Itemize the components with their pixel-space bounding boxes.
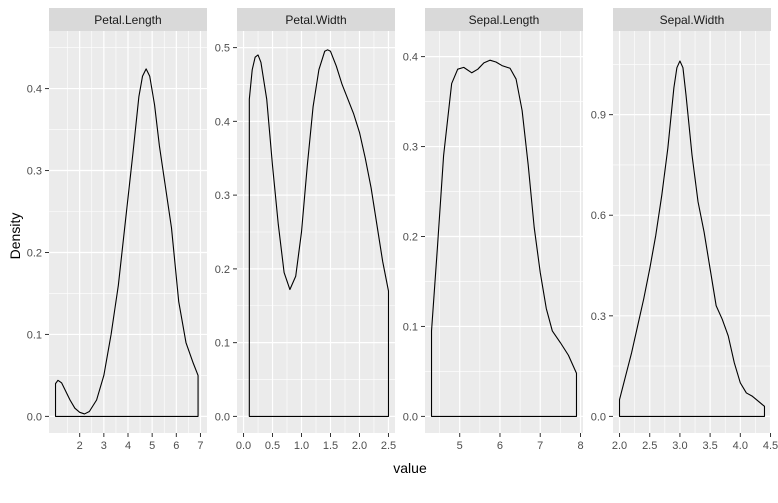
y-tick-label: 0.4 <box>27 84 42 96</box>
facet-strip-label: Petal.Width <box>285 13 346 27</box>
y-tick-label: 0.3 <box>403 142 418 154</box>
x-tick-label: 2.5 <box>642 440 657 452</box>
x-tick-label: 8 <box>577 440 583 452</box>
facet-strip-label: Sepal.Length <box>469 13 540 27</box>
panel-background <box>613 31 771 433</box>
x-tick-label: 3.5 <box>702 440 717 452</box>
y-tick-label: 0.2 <box>403 231 418 243</box>
x-tick-label: 4.5 <box>763 440 778 452</box>
facet-strip <box>425 8 583 31</box>
y-tick-label: 0.0 <box>27 411 42 423</box>
y-tick-label: 0.3 <box>215 190 230 202</box>
x-tick-label: 1.0 <box>294 440 309 452</box>
y-tick-label: 0.1 <box>215 338 230 350</box>
y-tick-label: 0.4 <box>215 116 230 128</box>
x-tick-label: 2.0 <box>612 440 627 452</box>
x-tick-label: 5 <box>457 440 463 452</box>
panel-background <box>425 31 583 433</box>
x-tick-label: 4.0 <box>733 440 748 452</box>
y-tick-label: 0.1 <box>27 329 42 341</box>
facet-strip <box>613 8 771 31</box>
x-axis-label: value <box>393 460 427 476</box>
y-tick-label: 0.9 <box>591 110 606 122</box>
density-curve <box>54 68 199 417</box>
facet-strip <box>49 8 207 31</box>
density-curve <box>618 60 766 417</box>
x-tick-label: 7 <box>197 440 203 452</box>
y-tick-label: 0.2 <box>215 264 230 276</box>
x-tick-label: 1.5 <box>323 440 338 452</box>
y-tick-label: 0.3 <box>27 166 42 178</box>
x-tick-label: 5 <box>149 440 155 452</box>
y-tick-label: 0.6 <box>591 210 606 222</box>
x-tick-label: 6 <box>497 440 503 452</box>
facet-panel-3: Sepal.Length 5 6 7 8 0.0 0.1 0.2 0.3 0.4 <box>403 8 584 452</box>
x-tick-label: 2.0 <box>352 440 367 452</box>
facet-strip-label: Petal.Length <box>94 13 161 27</box>
density-curve <box>430 59 578 417</box>
x-tick-label: 2.5 <box>381 440 396 452</box>
y-tick-label: 0.3 <box>591 311 606 323</box>
y-tick-label: 0.1 <box>403 321 418 333</box>
facet-strip-label: Sepal.Width <box>660 13 725 27</box>
facet-panel-4: Sepal.Width 2.0 2.5 3.0 3.5 4.0 4.5 0.0 0.3 0.6 0.… <box>591 8 778 452</box>
y-tick-label: 0.2 <box>27 247 42 259</box>
y-tick-label: 0.0 <box>403 411 418 423</box>
facet-panel-1: Petal.Length 2 3 4 5 6 7 0.0 0.1 0.2 0.3 0.4 <box>27 8 207 452</box>
y-tick-label: 0.5 <box>215 43 230 55</box>
y-tick-label: 0.4 <box>403 52 418 64</box>
x-tick-label: 7 <box>537 440 543 452</box>
facet-panel-2: Petal.Width 0.0 0.5 1.0 1.5 2.0 2.5 0.0 0.1 0.2 0.… <box>215 8 396 452</box>
x-tick-label: 4 <box>125 440 131 452</box>
x-tick-label: 3.0 <box>672 440 687 452</box>
x-tick-label: 0.0 <box>236 440 251 452</box>
y-tick-label: 0.0 <box>591 411 606 423</box>
y-axis-label: Density <box>7 213 23 260</box>
y-tick-label: 0.0 <box>215 411 230 423</box>
x-tick-label: 2 <box>77 440 83 452</box>
x-tick-label: 6 <box>173 440 179 452</box>
x-tick-label: 3 <box>101 440 107 452</box>
x-tick-label: 0.5 <box>265 440 280 452</box>
density-curve <box>248 49 390 417</box>
facet-strip <box>237 8 395 31</box>
